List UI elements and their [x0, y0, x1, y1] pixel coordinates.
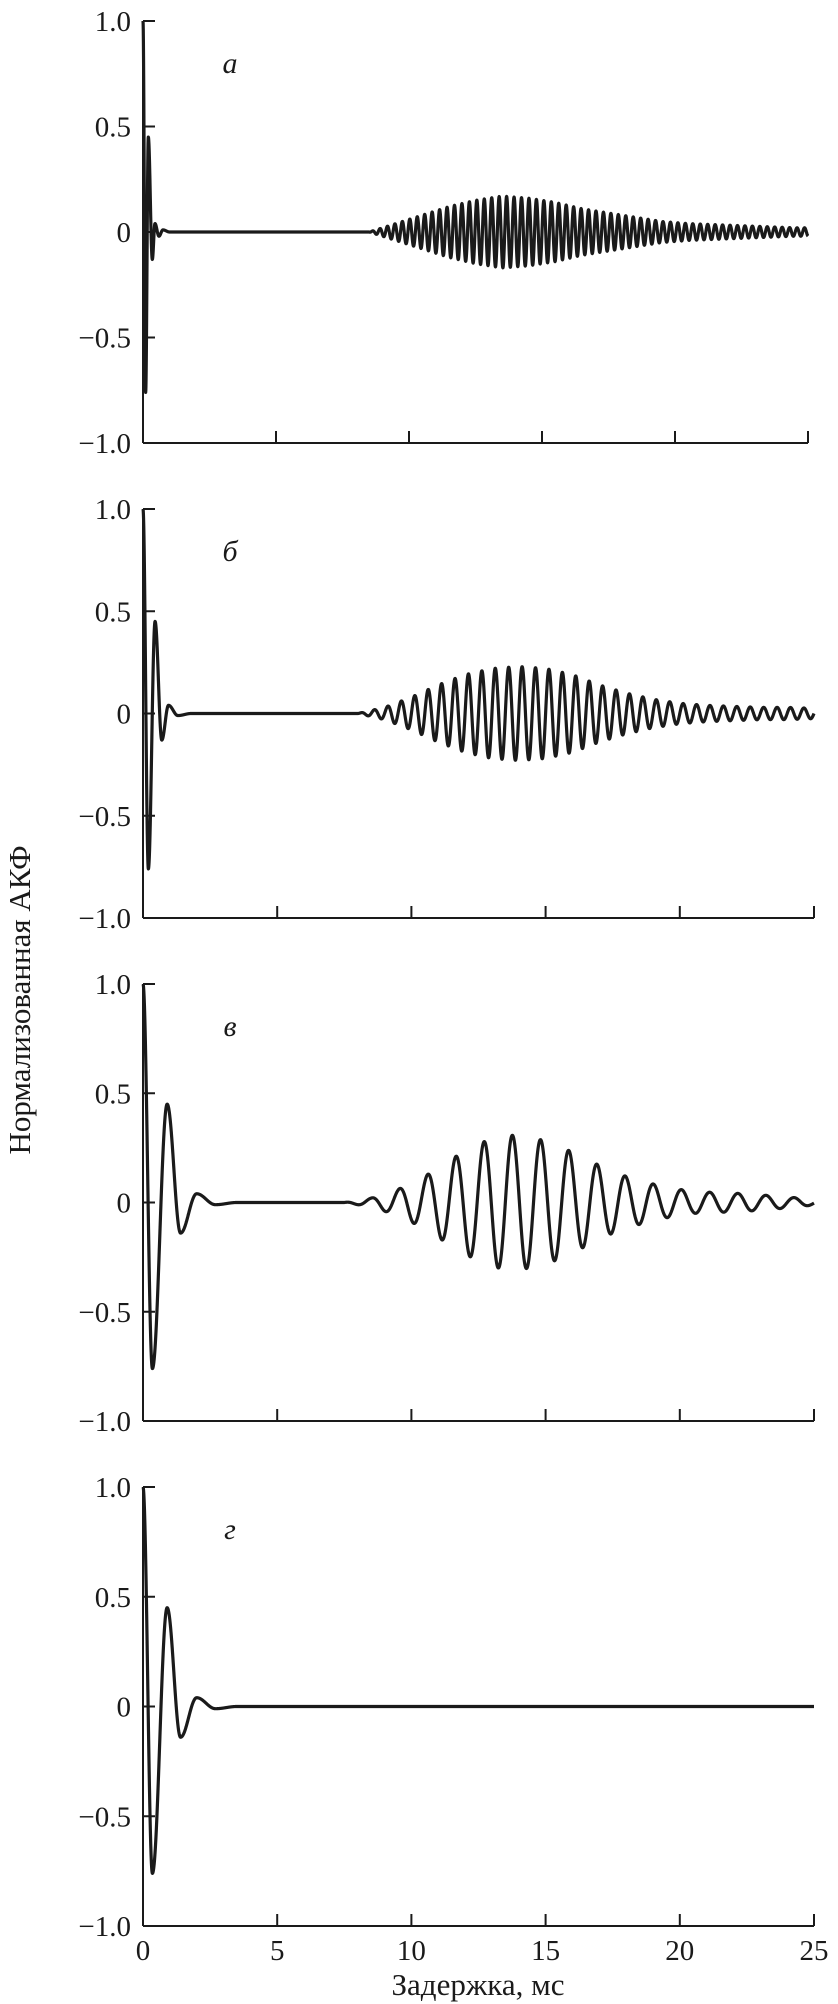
x-tick-label: 15 [531, 1935, 560, 1967]
y-tick-label: −0.5 [78, 1801, 131, 1833]
y-tick-label: 0 [117, 1188, 132, 1220]
y-tick-label: −1.0 [78, 1911, 131, 1943]
panels-group: 1.00.50−0.5−1.0а1.00.50−0.5−1.0б1.00.50−… [78, 6, 828, 1967]
y-tick-label: 1.0 [95, 1472, 131, 1504]
y-tick-label: −1.0 [78, 903, 131, 935]
panel-label: в [223, 1010, 236, 1043]
acf-curve [141, 507, 816, 871]
panel-а: 1.0 0.5 0 −0.5 −1.0 а [78, 6, 810, 460]
y-tick-label: −1.0 [78, 1406, 131, 1438]
y-tick-label: 0.5 [95, 1078, 131, 1110]
x-tick-label: 20 [665, 1935, 694, 1967]
panel-в: 1.0 0.5 0 −0.5 −1.0 в [78, 969, 816, 1438]
acf-curve [141, 1485, 816, 1875]
x-axis-title: Задержка, мс [392, 1967, 565, 2002]
y-tick-label: −0.5 [78, 801, 131, 833]
y-tick-label: 1.0 [95, 494, 131, 526]
x-tick-label: 5 [270, 1935, 285, 1967]
y-tick-label: −0.5 [78, 323, 131, 355]
y-tick-label: 1.0 [95, 6, 131, 38]
y-tick-label: −0.5 [78, 1297, 131, 1329]
y-tick-label: 0.5 [95, 596, 131, 628]
y-tick-label: 0 [117, 1692, 132, 1724]
panel-г: 1.00.50−0.5−1.00 5 10 15 20 25г [78, 1472, 828, 1967]
y-tick-label: 0.5 [95, 1582, 131, 1614]
y-tick-label: 1.0 [95, 969, 131, 1001]
panel-label: а [223, 47, 238, 80]
acf-curve [141, 982, 816, 1371]
panel-label: б [222, 535, 238, 568]
x-tick-label: 0 [136, 1935, 151, 1967]
panel-б: 1.0 0.5 0 −0.5 −1.0 б [78, 494, 816, 935]
y-tick-label: 0.5 [95, 112, 131, 144]
y-axis-title: Нормализованная АКФ [2, 845, 37, 1154]
y-tick-label: −1.0 [78, 428, 131, 460]
x-tick-label: 25 [800, 1935, 829, 1967]
acf-curve [141, 20, 810, 394]
panel-label: г [224, 1513, 236, 1546]
y-tick-label: 0 [117, 699, 132, 731]
x-tick-label: 10 [397, 1935, 426, 1967]
y-tick-label: 0 [117, 217, 132, 249]
